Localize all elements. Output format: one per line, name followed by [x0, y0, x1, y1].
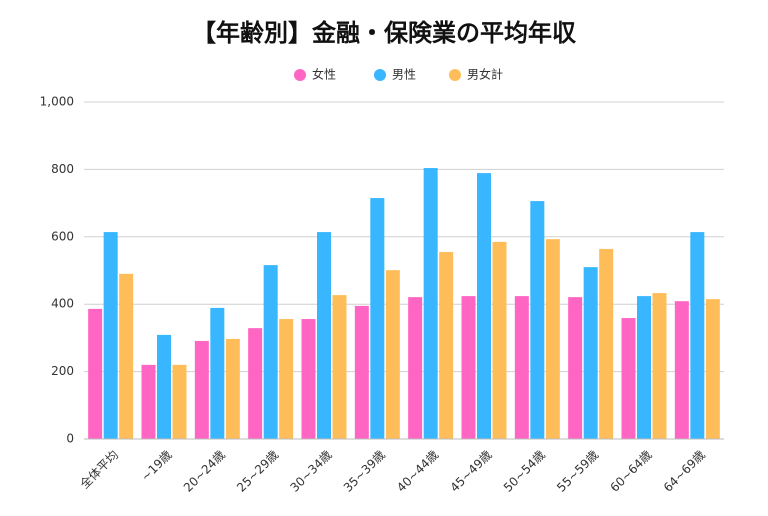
x-tick-label: 25~29歳: [234, 448, 281, 495]
legend-label: 男性: [392, 68, 416, 82]
bar: [332, 295, 347, 439]
x-tick-label: 40~44歳: [394, 448, 441, 495]
bar: [583, 267, 598, 439]
legend-swatch: [449, 69, 461, 81]
legend-swatch: [374, 69, 386, 81]
bar: [157, 334, 171, 439]
bar: [461, 296, 476, 439]
bar: [705, 299, 720, 439]
bar: [88, 308, 103, 439]
bar: [652, 293, 667, 439]
bar: [225, 338, 240, 439]
bar: [354, 305, 369, 439]
bar: [301, 319, 316, 439]
x-tick-label: 55~59歳: [554, 448, 601, 495]
bar: [248, 328, 263, 439]
y-tick-label: 0: [66, 432, 74, 446]
bar: [370, 198, 385, 439]
y-tick-label: 200: [51, 364, 74, 378]
bar: [545, 239, 560, 439]
bar: [690, 232, 705, 439]
x-tick-label: 45~49歳: [447, 448, 494, 495]
bar: [530, 201, 545, 439]
x-tick-label: 35~39歳: [341, 448, 388, 495]
y-tick-label: 800: [51, 162, 74, 176]
bar: [514, 296, 529, 439]
bar: [119, 273, 134, 439]
bar: [439, 251, 454, 439]
x-tick-label: ~19歳: [138, 448, 174, 484]
bar: [141, 364, 156, 439]
bar: [317, 232, 331, 439]
x-tick-label: 30~34歳: [287, 448, 334, 495]
bar: [385, 270, 400, 439]
bar: [263, 265, 278, 439]
bar: [172, 364, 187, 439]
bar: [492, 241, 507, 439]
bar: [194, 340, 209, 439]
x-tick-label: 20~24歳: [181, 448, 228, 495]
bar: [423, 168, 438, 439]
legend-label: 女性: [312, 67, 336, 82]
x-tick-label: 全体平均: [77, 447, 122, 492]
bar: [103, 232, 118, 439]
legend-label: 男女計: [467, 67, 503, 82]
chart-title: 【年齢別】金融・保険業の平均年収: [192, 19, 577, 47]
bar: [621, 318, 636, 439]
bar: [568, 297, 583, 439]
bar: [408, 297, 423, 439]
y-tick-label: 600: [51, 229, 74, 243]
legend-swatch: [294, 69, 306, 81]
x-tick-label: 50~54歳: [501, 448, 548, 495]
bar: [674, 301, 689, 439]
x-tick-label: 60~64歳: [607, 448, 654, 495]
x-tick-label: 64~69歳: [661, 448, 708, 495]
bar: [210, 307, 225, 439]
y-tick-label: 400: [51, 297, 74, 311]
bar: [637, 296, 651, 439]
y-tick-label: 1,000: [40, 95, 74, 109]
bar: [477, 173, 491, 439]
bar: [599, 248, 614, 439]
bar: [279, 319, 294, 439]
